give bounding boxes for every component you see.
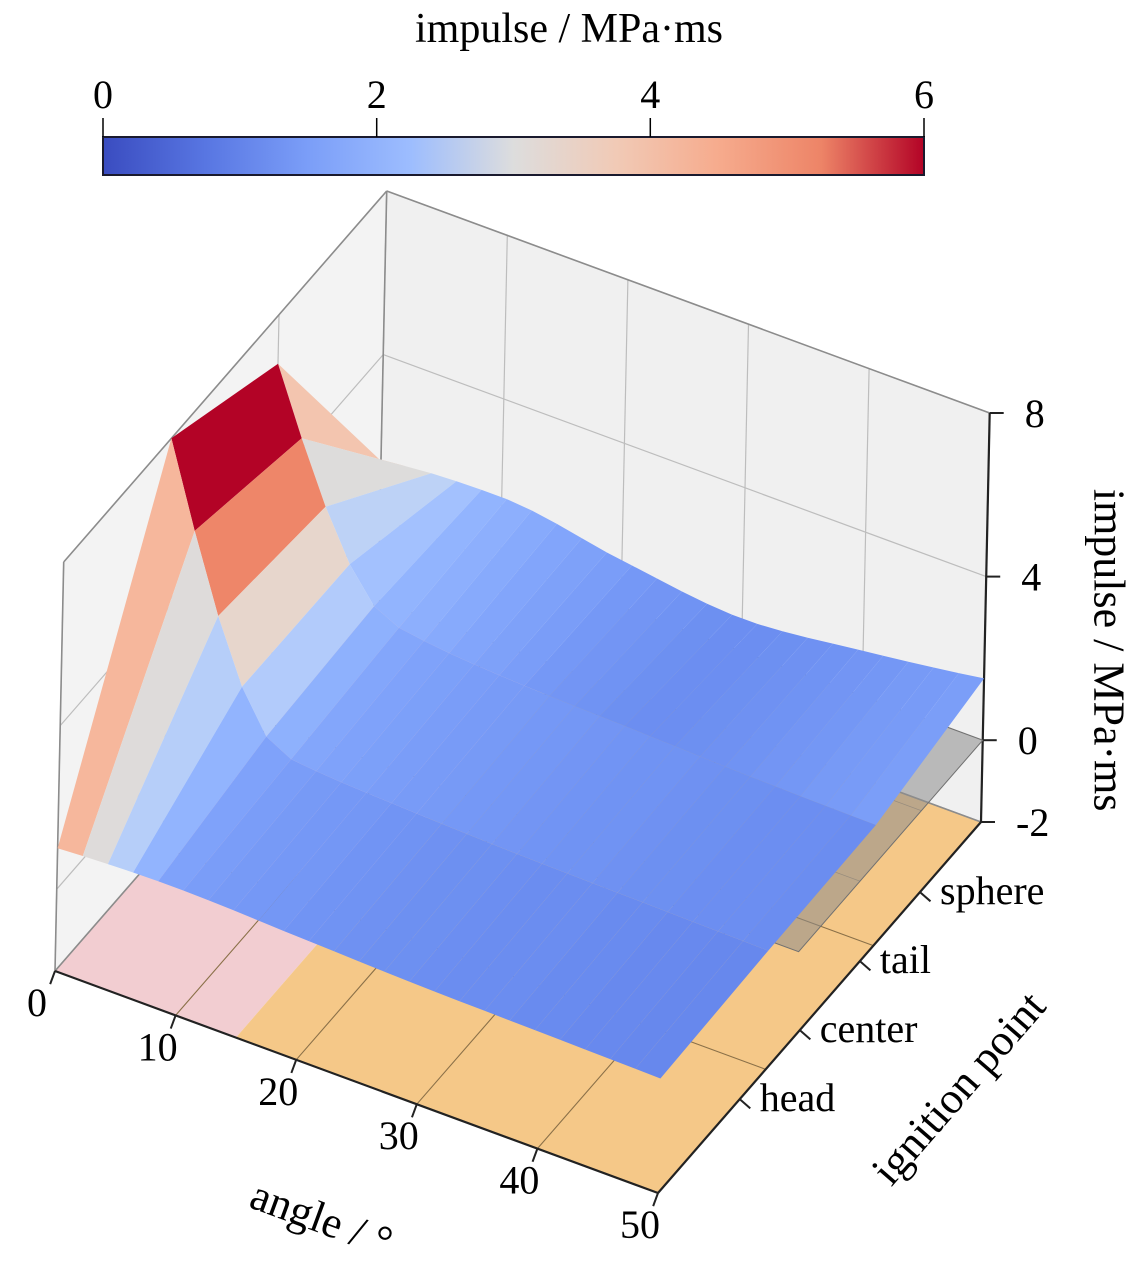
svg-text:0: 0 (93, 72, 113, 117)
svg-text:6: 6 (914, 72, 934, 117)
svg-text:40: 40 (499, 1158, 539, 1203)
svg-text:0: 0 (27, 980, 47, 1025)
svg-text:50: 50 (620, 1202, 660, 1247)
svg-text:8: 8 (1025, 391, 1045, 436)
svg-text:tail: tail (880, 937, 931, 982)
svg-text:angle / °: angle / ° (244, 1170, 399, 1263)
svg-text:4: 4 (640, 72, 660, 117)
svg-text:0: 0 (1018, 718, 1038, 763)
svg-text:30: 30 (379, 1113, 419, 1158)
svg-text:10: 10 (138, 1024, 178, 1069)
svg-text:head: head (760, 1075, 836, 1120)
svg-text:impulse / MPa·ms: impulse / MPa·ms (415, 6, 723, 52)
svg-text:2: 2 (367, 72, 387, 117)
svg-text:-2: -2 (1016, 800, 1049, 845)
svg-text:20: 20 (258, 1069, 298, 1114)
svg-text:center: center (820, 1006, 918, 1051)
svg-text:4: 4 (1021, 555, 1041, 600)
svg-text:sphere: sphere (940, 868, 1044, 913)
svg-text:impulse / MPa·ms: impulse / MPa·ms (1085, 489, 1134, 812)
